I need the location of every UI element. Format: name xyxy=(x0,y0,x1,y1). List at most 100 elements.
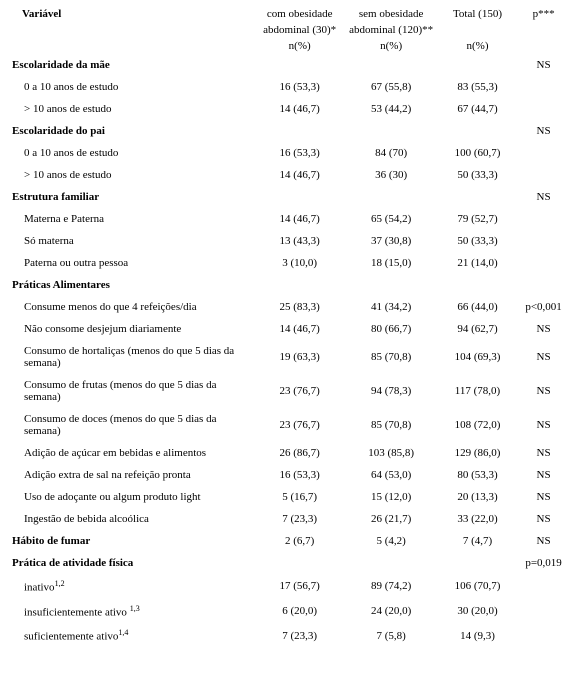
table-row: inativo1,217 (56,7)89 (74,2)106 (70,7) xyxy=(10,574,569,599)
data-cell-1: 2 (6,7) xyxy=(254,530,345,552)
p-value-cell xyxy=(518,274,569,296)
data-cell-1 xyxy=(254,552,345,574)
p-value-cell: NS xyxy=(518,530,569,552)
data-cell-1: 14 (46,7) xyxy=(254,98,345,120)
p-value-cell xyxy=(518,623,569,648)
p-value-cell: NS xyxy=(518,464,569,486)
row-label: > 10 anos de estudo xyxy=(10,98,254,120)
data-cell-2: 7 (5,8) xyxy=(345,623,436,648)
table-row: Uso de adoçante ou algum produto light5 … xyxy=(10,486,569,508)
data-cell-3: 21 (14,0) xyxy=(437,252,518,274)
row-label: Consumo de frutas (menos do que 5 dias d… xyxy=(10,374,254,408)
data-cell-2 xyxy=(345,120,436,142)
data-cell-3 xyxy=(437,54,518,76)
data-cell-2: 103 (85,8) xyxy=(345,442,436,464)
p-value-cell: NS xyxy=(518,508,569,530)
data-cell-3 xyxy=(437,186,518,208)
data-cell-2: 64 (53,0) xyxy=(345,464,436,486)
row-label: Materna e Paterna xyxy=(10,208,254,230)
data-cell-1: 16 (53,3) xyxy=(254,142,345,164)
p-value-cell xyxy=(518,208,569,230)
table-row: Consume menos do que 4 refeições/dia25 (… xyxy=(10,296,569,318)
p-value-cell: NS xyxy=(518,486,569,508)
row-label: inativo1,2 xyxy=(10,574,254,599)
p-value-cell: NS xyxy=(518,318,569,340)
section-label: Práticas Alimentares xyxy=(10,274,254,296)
data-cell-1: 16 (53,3) xyxy=(254,464,345,486)
data-cell-1: 5 (16,7) xyxy=(254,486,345,508)
superscript: 1,4 xyxy=(118,628,128,637)
data-cell-3: 117 (78,0) xyxy=(437,374,518,408)
data-cell-1: 14 (46,7) xyxy=(254,318,345,340)
data-cell-3: 7 (4,7) xyxy=(437,530,518,552)
table-row: Só materna13 (43,3)37 (30,8)50 (33,3) xyxy=(10,230,569,252)
row-label: 0 a 10 anos de estudo xyxy=(10,142,254,164)
table-row: Escolaridade do paiNS xyxy=(10,120,569,142)
data-cell-3: 79 (52,7) xyxy=(437,208,518,230)
data-cell-1 xyxy=(254,186,345,208)
data-cell-3: 100 (60,7) xyxy=(437,142,518,164)
row-label: Ingestão de bebida alcoólica xyxy=(10,508,254,530)
table-row: Prática de atividade físicap=0,019 xyxy=(10,552,569,574)
data-cell-1: 13 (43,3) xyxy=(254,230,345,252)
row-label: Consumo de hortaliças (menos do que 5 di… xyxy=(10,340,254,374)
data-cell-1: 7 (23,3) xyxy=(254,508,345,530)
data-cell-3: 106 (70,7) xyxy=(437,574,518,599)
data-cell-2: 85 (70,8) xyxy=(345,340,436,374)
p-value-cell: NS xyxy=(518,442,569,464)
superscript: 1,2 xyxy=(55,579,65,588)
data-cell-1: 26 (86,7) xyxy=(254,442,345,464)
table-body: Escolaridade da mãe NS 0 a 10 anos de estu… xyxy=(10,54,569,648)
data-cell-3: 83 (55,3) xyxy=(437,76,518,98)
superscript: 1,3 xyxy=(130,604,140,613)
table-row: Consumo de doces (menos do que 5 dias da… xyxy=(10,408,569,442)
row-label: > 10 anos de estudo xyxy=(10,164,254,186)
data-cell-2 xyxy=(345,54,436,76)
data-table: Variável com obesidade sem obesidade Tot… xyxy=(10,6,569,648)
header-col1-l3: n(%) xyxy=(254,38,345,54)
data-cell-2: 26 (21,7) xyxy=(345,508,436,530)
data-cell-2: 36 (30) xyxy=(345,164,436,186)
table-row: Consumo de hortaliças (menos do que 5 di… xyxy=(10,340,569,374)
header-col1-l1: com obesidade xyxy=(254,6,345,22)
row-label: Não consome desjejum diariamente xyxy=(10,318,254,340)
data-cell-3: 30 (20,0) xyxy=(437,599,518,624)
p-value-cell xyxy=(518,230,569,252)
data-cell-2 xyxy=(345,186,436,208)
row-label: Consumo de doces (menos do que 5 dias da… xyxy=(10,408,254,442)
p-value-cell: NS xyxy=(518,54,569,76)
data-cell-3: 14 (9,3) xyxy=(437,623,518,648)
data-cell-3 xyxy=(437,552,518,574)
data-cell-2: 41 (34,2) xyxy=(345,296,436,318)
p-value-cell: p<0,001 xyxy=(518,296,569,318)
p-value-cell: p=0,019 xyxy=(518,552,569,574)
table-row: Escolaridade da mãe NS xyxy=(10,54,569,76)
data-cell-1: 14 (46,7) xyxy=(254,164,345,186)
table-row: 0 a 10 anos de estudo16 (53,3)84 (70)100… xyxy=(10,142,569,164)
p-value-cell xyxy=(518,599,569,624)
data-cell-3: 33 (22,0) xyxy=(437,508,518,530)
table-row: Práticas Alimentares xyxy=(10,274,569,296)
data-cell-2: 24 (20,0) xyxy=(345,599,436,624)
data-cell-2: 84 (70) xyxy=(345,142,436,164)
section-label: Hábito de fumar xyxy=(10,530,254,552)
data-cell-1 xyxy=(254,274,345,296)
data-cell-3: 50 (33,3) xyxy=(437,164,518,186)
header-col3-l3: n(%) xyxy=(437,38,518,54)
header-col3-l1: Total (150) xyxy=(437,6,518,22)
data-cell-2 xyxy=(345,274,436,296)
data-cell-1: 7 (23,3) xyxy=(254,623,345,648)
table-row: Estrutura familiarNS xyxy=(10,186,569,208)
p-value-cell xyxy=(518,76,569,98)
row-label: Adição de açúcar em bebidas e alimentos xyxy=(10,442,254,464)
data-cell-3: 80 (53,3) xyxy=(437,464,518,486)
data-cell-2: 85 (70,8) xyxy=(345,408,436,442)
section-label: Escolaridade da mãe xyxy=(10,54,254,76)
table-row: Consumo de frutas (menos do que 5 dias d… xyxy=(10,374,569,408)
data-cell-1: 23 (76,7) xyxy=(254,374,345,408)
row-label: Consume menos do que 4 refeições/dia xyxy=(10,296,254,318)
data-cell-3: 104 (69,3) xyxy=(437,340,518,374)
data-cell-1: 23 (76,7) xyxy=(254,408,345,442)
data-cell-1 xyxy=(254,54,345,76)
table-row: Ingestão de bebida alcoólica7 (23,3)26 (… xyxy=(10,508,569,530)
